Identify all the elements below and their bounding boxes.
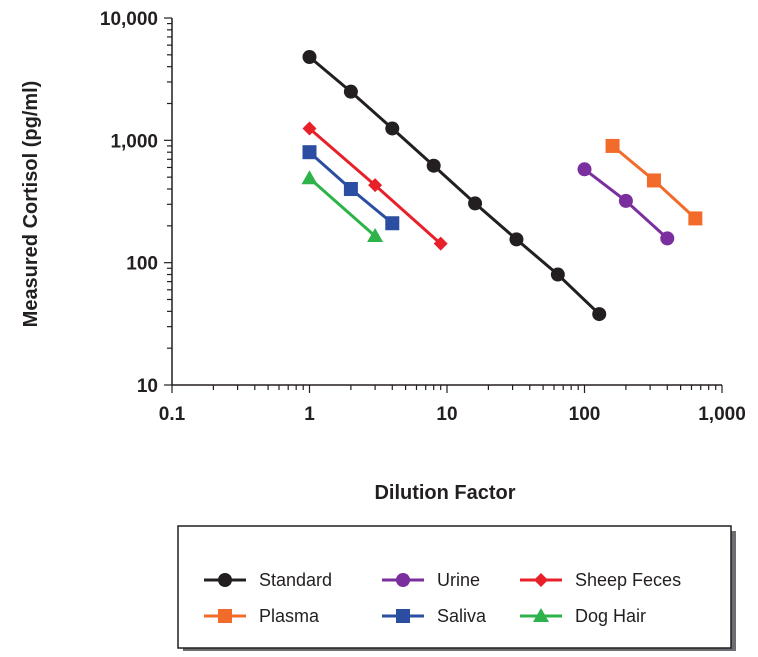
legend-item-standard: Standard — [204, 570, 332, 590]
legend-marker-dog-hair — [533, 608, 549, 622]
data-point-saliva — [385, 216, 400, 231]
legend-item-saliva: Saliva — [382, 606, 487, 626]
legend-item-plasma: Plasma — [204, 606, 320, 626]
legend-marker-sheep-feces — [534, 573, 548, 587]
legend-item-urine: Urine — [382, 570, 480, 590]
legend-label-urine: Urine — [437, 570, 480, 590]
series-urine — [577, 162, 675, 246]
axes: 0.1 1 10 100 1,000 10 100 1,000 10,000 — [100, 9, 746, 425]
series-plasma — [605, 138, 703, 226]
data-point-plasma — [605, 138, 620, 153]
y-tick-label: 10,000 — [100, 9, 158, 30]
legend-label-plasma: Plasma — [259, 606, 320, 626]
x-tick-label: 10 — [436, 404, 457, 425]
data-point-urine — [618, 193, 633, 208]
legend-marker-standard — [218, 573, 232, 587]
legend-label-saliva: Saliva — [437, 606, 487, 626]
data-point-standard — [550, 267, 565, 282]
x-tick-label: 1 — [304, 404, 315, 425]
legend-marker-urine — [396, 573, 410, 587]
legend-label-standard: Standard — [259, 570, 332, 590]
x-tick-label: 0.1 — [159, 404, 186, 425]
data-point-standard — [592, 307, 607, 322]
legend-item-sheep-feces: Sheep Feces — [520, 570, 681, 590]
data-point-standard — [468, 196, 483, 211]
legend-label-sheep-feces: Sheep Feces — [575, 570, 681, 590]
data-point-plasma — [688, 211, 703, 226]
data-point-sheep-feces — [302, 121, 317, 136]
series-dog-hair — [301, 170, 384, 243]
legend-marker-saliva — [396, 609, 410, 623]
x-tick-label: 100 — [569, 404, 601, 425]
data-point-standard — [385, 121, 400, 136]
data-point-saliva — [302, 145, 317, 160]
data-point-standard — [302, 49, 317, 64]
data-point-saliva — [343, 182, 358, 197]
legend-item-dog-hair: Dog Hair — [520, 606, 646, 626]
legend-box — [177, 525, 732, 649]
y-tick-label: 10 — [137, 376, 158, 397]
data-point-dog-hair — [301, 170, 318, 185]
legend-label-dog-hair: Dog Hair — [575, 606, 646, 626]
x-axis-title: Dilution Factor — [374, 482, 515, 504]
y-tick-label: 100 — [126, 254, 158, 275]
data-point-standard — [509, 232, 524, 247]
data-point-urine — [577, 162, 592, 177]
series-standard — [302, 49, 607, 322]
legend-marker-plasma — [218, 609, 232, 623]
data-point-sheep-feces — [368, 178, 383, 193]
data-point-standard — [426, 158, 441, 173]
data-point-urine — [660, 231, 675, 246]
x-tick-label: 1,000 — [698, 404, 746, 425]
y-axis-title: Measured Cortisol (pg/ml) — [20, 81, 42, 328]
series-line-standard — [308, 55, 601, 316]
legend: Standard Urine Sheep Feces Plasma Saliva Dog … — [177, 525, 736, 651]
series-sheep-feces — [302, 121, 448, 251]
series-layer — [301, 49, 703, 322]
data-point-sheep-feces — [433, 236, 448, 251]
data-point-standard — [343, 84, 358, 99]
y-tick-label: 1,000 — [110, 131, 158, 152]
data-point-plasma — [646, 173, 661, 188]
data-point-dog-hair — [367, 228, 384, 243]
series-saliva — [302, 145, 400, 231]
series-line-dog-hair — [308, 177, 377, 238]
